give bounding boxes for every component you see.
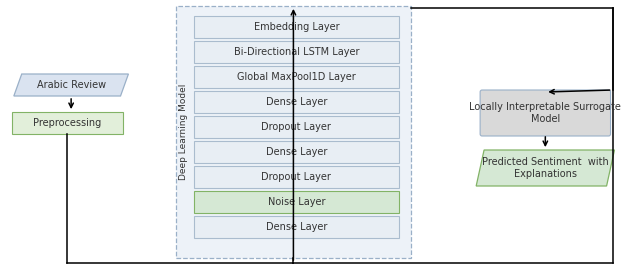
FancyBboxPatch shape — [194, 91, 399, 113]
Text: Embedding Layer: Embedding Layer — [253, 22, 339, 32]
Text: Global MaxPool1D Layer: Global MaxPool1D Layer — [237, 72, 356, 82]
Text: Dense Layer: Dense Layer — [266, 147, 327, 157]
FancyBboxPatch shape — [12, 112, 122, 134]
FancyBboxPatch shape — [176, 6, 411, 258]
Polygon shape — [14, 74, 129, 96]
FancyBboxPatch shape — [194, 41, 399, 63]
FancyBboxPatch shape — [194, 141, 399, 163]
Text: Arabic Review: Arabic Review — [36, 80, 106, 90]
Text: Dense Layer: Dense Layer — [266, 97, 327, 107]
FancyBboxPatch shape — [194, 216, 399, 238]
Text: Noise Layer: Noise Layer — [268, 197, 325, 207]
Text: Dense Layer: Dense Layer — [266, 222, 327, 232]
Text: Locally Interpretable Surrogate
Model: Locally Interpretable Surrogate Model — [469, 102, 621, 124]
Text: Preprocessing: Preprocessing — [33, 118, 101, 128]
FancyBboxPatch shape — [194, 191, 399, 213]
FancyBboxPatch shape — [194, 66, 399, 88]
FancyBboxPatch shape — [194, 116, 399, 138]
FancyBboxPatch shape — [194, 16, 399, 38]
Text: Deep Learning Model: Deep Learning Model — [179, 84, 188, 180]
Text: Dropout Layer: Dropout Layer — [261, 172, 332, 182]
Text: Bi-Directional LSTM Layer: Bi-Directional LSTM Layer — [234, 47, 359, 57]
FancyBboxPatch shape — [194, 166, 399, 188]
Text: Dropout Layer: Dropout Layer — [261, 122, 332, 132]
Text: Predicted Sentiment  with
Explanations: Predicted Sentiment with Explanations — [482, 157, 609, 179]
FancyBboxPatch shape — [480, 90, 611, 136]
Polygon shape — [476, 150, 614, 186]
